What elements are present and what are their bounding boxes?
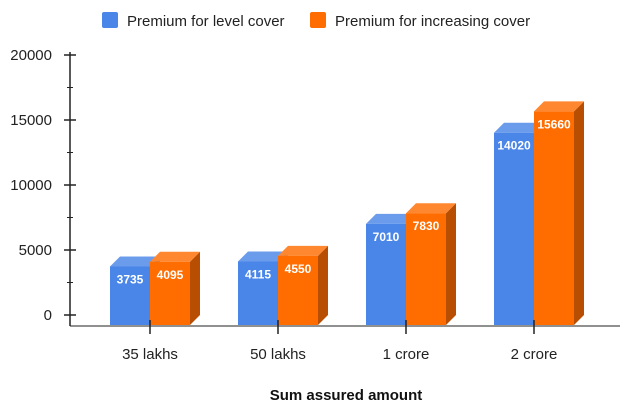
bar-value-label: 7830 (413, 219, 440, 233)
y-tick-label: 5000 (19, 242, 52, 259)
bar-front (534, 111, 574, 325)
bar-increasing-1: 4550 (278, 245, 328, 325)
bar-top (238, 251, 288, 262)
bar-increasing-3: 15660 (534, 101, 584, 325)
legend-swatch-increasing (310, 12, 326, 28)
bar-side (574, 101, 584, 325)
bar-increasing-2: 7830 (406, 203, 456, 325)
legend-label-increasing: Premium for increasing cover (335, 13, 530, 30)
bar-value-label: 7010 (373, 230, 400, 244)
bar-side (318, 245, 328, 325)
x-category-label: 1 crore (383, 346, 430, 363)
bar-front (366, 223, 406, 325)
bar-side (446, 203, 456, 325)
bars: 3735 4095 4115 4550 7010 7830 14020 15660 (110, 101, 584, 326)
bar-value-label: 4095 (157, 268, 184, 282)
bar-top (150, 251, 200, 262)
bar-front (110, 266, 150, 325)
bar-front (406, 213, 446, 325)
x-category-label: 2 crore (511, 346, 558, 363)
bar-front (494, 132, 534, 325)
y-ticks: 0 5000 10000 15000 20000 (10, 47, 76, 324)
y-tick-label: 20000 (10, 47, 52, 64)
bar-side (190, 251, 200, 325)
bar-front (238, 261, 278, 325)
bar-top (366, 213, 416, 224)
y-tick-label: 15000 (10, 112, 52, 129)
bar-value-label: 4550 (285, 262, 312, 276)
bar-increasing-0: 4095 (150, 251, 200, 325)
x-axis-title: Sum assured amount (270, 387, 423, 404)
bar-top (110, 256, 160, 267)
x-category-label: 50 lakhs (250, 346, 306, 363)
bar-top (278, 245, 328, 256)
bar-top (494, 122, 544, 133)
legend-label-level: Premium for level cover (127, 13, 285, 30)
bar-value-label: 3735 (117, 272, 144, 286)
x-categories: 35 lakhs 50 lakhs 1 crore 2 crore (122, 320, 557, 363)
bar-value-label: 4115 (245, 268, 271, 282)
x-category-label: 35 lakhs (122, 346, 178, 363)
bar-front (278, 255, 318, 325)
y-tick-label: 0 (44, 307, 52, 324)
bar-top (534, 101, 584, 112)
bar-front (150, 261, 190, 325)
bar-value-label: 15660 (537, 117, 571, 131)
bar-value-label: 14020 (497, 139, 531, 153)
bar-top (406, 203, 456, 214)
legend: Premium for level cover Premium for incr… (102, 12, 530, 30)
legend-swatch-level (102, 12, 118, 28)
y-tick-label: 10000 (10, 177, 52, 194)
